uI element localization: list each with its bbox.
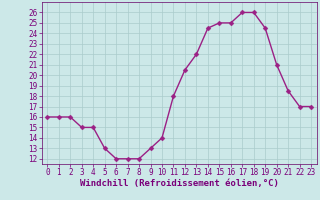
X-axis label: Windchill (Refroidissement éolien,°C): Windchill (Refroidissement éolien,°C) [80,179,279,188]
